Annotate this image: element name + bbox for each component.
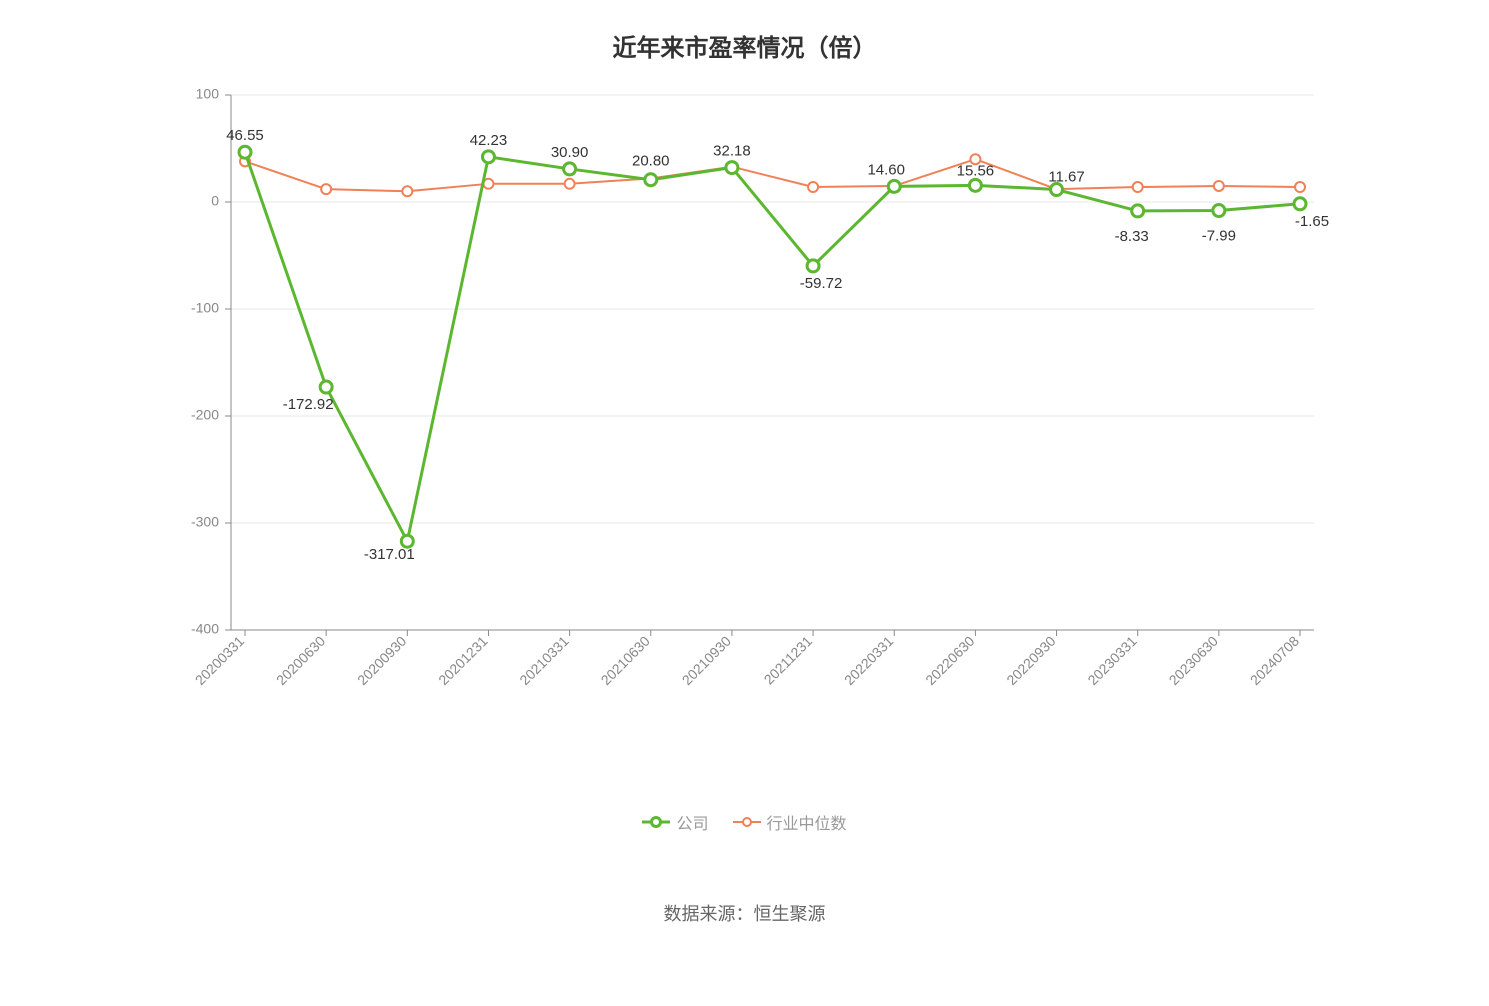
legend-item-0[interactable]: 公司 xyxy=(642,810,708,834)
y-tick-label: -100 xyxy=(191,300,219,316)
chart-svg: -400 -300 -200 -100 0 100 20200331 20200630 2020… xyxy=(0,70,1489,770)
x-tick-label: 20200331 xyxy=(192,633,248,689)
y-tick-label: 100 xyxy=(196,86,220,102)
data-label: -317.01 xyxy=(364,546,415,563)
data-source: 数据来源：恒生聚源 xyxy=(0,900,1489,926)
x-tick-label: 20200630 xyxy=(273,633,329,689)
x-tick-label: 20240708 xyxy=(1247,633,1303,689)
data-label: 46.55 xyxy=(226,127,264,144)
x-tick-label: 20210331 xyxy=(516,633,572,689)
x-tick-label: 20210630 xyxy=(598,633,654,689)
legend-label: 公司 xyxy=(676,810,708,834)
legend-swatch-icon xyxy=(733,815,761,829)
legend: 公司 行业中位数 xyxy=(0,810,1489,834)
data-label: -1.65 xyxy=(1295,213,1329,230)
data-label: -172.92 xyxy=(283,396,334,413)
x-tick-label: 20230331 xyxy=(1084,633,1140,689)
legend-item-1[interactable]: 行业中位数 xyxy=(733,810,847,834)
data-label: 14.60 xyxy=(867,161,905,178)
y-tick-label: -300 xyxy=(191,514,219,530)
data-label: 20.80 xyxy=(632,153,670,170)
x-tick-label: 20201231 xyxy=(435,633,491,689)
x-tick-label: 20220630 xyxy=(922,633,978,689)
data-label: 30.90 xyxy=(551,144,589,161)
data-label: -8.33 xyxy=(1115,228,1149,245)
x-tick-label: 20211231 xyxy=(761,633,816,688)
x-tick-label: 20210930 xyxy=(679,633,735,689)
x-tick-label: 20220930 xyxy=(1003,633,1059,689)
x-tick-label: 20200930 xyxy=(354,633,410,689)
y-tick-label: -200 xyxy=(191,407,219,423)
y-tick-label: 0 xyxy=(211,193,219,209)
legend-swatch-icon xyxy=(642,815,670,829)
data-label: 32.18 xyxy=(713,143,751,160)
data-label: 11.67 xyxy=(1048,169,1084,186)
data-label: -59.72 xyxy=(800,275,843,292)
chart-area: -400 -300 -200 -100 0 100 20200331 20200630 2020… xyxy=(0,70,1489,770)
legend-label: 行业中位数 xyxy=(767,810,847,834)
data-label: -7.99 xyxy=(1202,228,1236,245)
x-tick-label: 20230630 xyxy=(1166,633,1222,689)
x-tick-label: 20220331 xyxy=(841,633,897,689)
data-label: 42.23 xyxy=(470,132,508,149)
y-tick-label: -400 xyxy=(191,621,219,637)
data-label: 15.56 xyxy=(957,162,995,179)
chart-title: 近年来市盈率情况（倍） xyxy=(0,28,1489,63)
